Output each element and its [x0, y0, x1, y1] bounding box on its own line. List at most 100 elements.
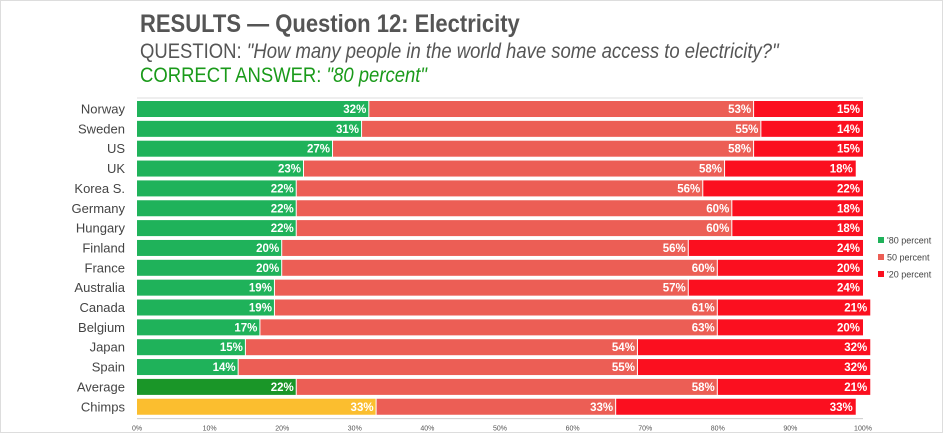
bar-segment — [637, 339, 871, 356]
bar-segment — [754, 140, 863, 157]
data-label: 22% — [271, 183, 294, 195]
data-label: 32% — [844, 342, 867, 354]
data-label: 19% — [249, 283, 272, 295]
category-label: Japan — [90, 340, 125, 355]
bar-segment — [137, 359, 238, 376]
data-label: 20% — [837, 322, 860, 334]
bar-segment — [238, 359, 637, 376]
bar-segment — [362, 120, 761, 137]
data-label: 22% — [271, 223, 294, 235]
data-label: 56% — [663, 243, 686, 255]
answer-prefix: CORRECT ANSWER: — [140, 64, 327, 87]
x-tick-label: 60% — [566, 426, 580, 433]
bar-segment — [137, 220, 296, 237]
x-tick-label: 10% — [203, 426, 217, 433]
x-tick-label: 100% — [854, 426, 872, 433]
data-label: 15% — [837, 144, 860, 156]
bar-segment — [333, 140, 754, 157]
category-label: Canada — [79, 300, 125, 315]
x-tick-label: 40% — [420, 426, 434, 433]
x-tick-label: 70% — [638, 426, 652, 433]
answer: "80 percent" — [326, 64, 427, 87]
bar-segment — [137, 398, 376, 415]
legend-label: 50 percent — [887, 253, 930, 263]
data-label: 21% — [844, 382, 867, 394]
bar-segment — [703, 180, 863, 197]
data-label: 57% — [663, 283, 686, 295]
data-label: 31% — [336, 124, 359, 136]
data-label: 58% — [692, 382, 715, 394]
bar-segment — [376, 398, 616, 415]
question-prefix: QUESTION: — [140, 40, 247, 63]
data-label: 56% — [677, 183, 700, 195]
data-label: 18% — [837, 203, 860, 215]
bar-segment — [732, 220, 863, 237]
bar-segment — [688, 239, 863, 256]
bar-segment — [717, 259, 863, 276]
bar-segment — [688, 279, 863, 296]
legend-swatch — [878, 271, 884, 277]
bar-segment — [137, 180, 296, 197]
data-label: 19% — [249, 303, 272, 315]
bar-segment — [282, 259, 717, 276]
category-label: Australia — [74, 280, 125, 295]
bar-segment — [725, 160, 856, 177]
bar-segment — [245, 339, 637, 356]
correct-answer: CORRECT ANSWER: "80 percent" — [140, 64, 427, 88]
bar-segment — [296, 378, 717, 395]
data-label: 61% — [692, 303, 715, 315]
category-label: Germany — [72, 201, 126, 216]
bar-segment — [137, 319, 260, 336]
data-label: 22% — [837, 183, 860, 195]
bar-segment — [137, 279, 274, 296]
data-label: 32% — [343, 104, 366, 116]
bar-segment — [274, 279, 688, 296]
data-label: 58% — [699, 164, 722, 176]
data-label: 58% — [728, 144, 751, 156]
data-label: 20% — [837, 263, 860, 275]
data-label: 55% — [735, 124, 758, 136]
category-label: UK — [107, 161, 125, 176]
category-label: Average — [77, 379, 125, 394]
bar-segment — [137, 120, 362, 137]
x-tick-label: 80% — [711, 426, 725, 433]
category-label: Finland — [82, 240, 125, 255]
bar-segment — [296, 180, 703, 197]
bar-segment — [296, 200, 732, 217]
category-label: Spain — [92, 360, 125, 375]
x-tick-label: 50% — [493, 426, 507, 433]
bar-segment — [296, 220, 732, 237]
bar-segment — [137, 299, 274, 316]
legend-label: '20 percent — [887, 270, 932, 280]
data-label: 20% — [256, 243, 279, 255]
data-label: 22% — [271, 382, 294, 394]
legend-swatch — [878, 237, 884, 243]
bar-segment — [369, 101, 754, 117]
data-label: 20% — [256, 263, 279, 275]
category-label: Norway — [81, 102, 126, 117]
bar-segment — [137, 200, 296, 217]
data-label: 14% — [837, 124, 860, 136]
x-tick-label: 90% — [783, 426, 797, 433]
data-label: 17% — [234, 322, 257, 334]
bar-segment — [137, 378, 296, 395]
legend-label: '80 percent — [887, 236, 932, 246]
bar-segment — [137, 160, 303, 177]
bar-segment — [274, 299, 717, 316]
category-label: Belgium — [78, 320, 125, 335]
category-label: France — [85, 260, 125, 275]
bar-segment — [717, 299, 871, 316]
data-label: 15% — [220, 342, 243, 354]
bar-segment — [761, 120, 863, 137]
data-label: 18% — [830, 164, 853, 176]
x-tick-label: 30% — [348, 426, 362, 433]
bar-segment — [282, 239, 688, 256]
x-tick-label: 0% — [132, 426, 142, 433]
chart-title: RESULTS — Question 12: Electricity — [140, 10, 520, 38]
data-label: 54% — [612, 342, 635, 354]
data-label: 18% — [837, 223, 860, 235]
data-label: 24% — [837, 283, 860, 295]
data-label: 60% — [706, 203, 729, 215]
data-label: 15% — [837, 104, 860, 116]
